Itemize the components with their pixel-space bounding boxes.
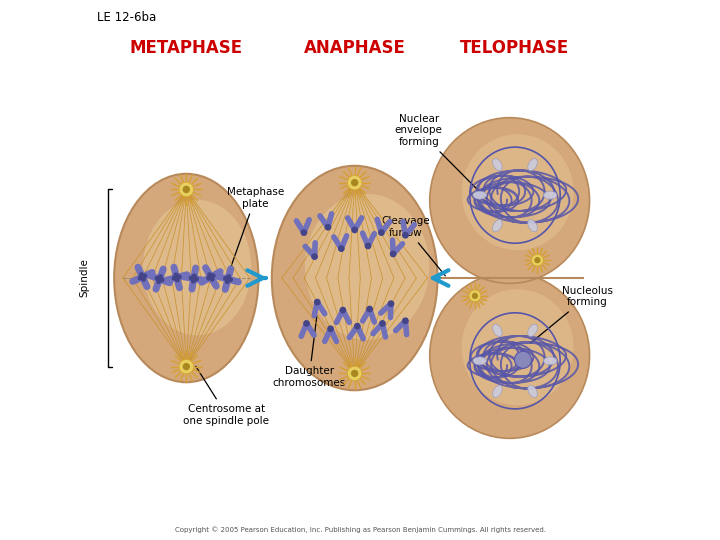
Ellipse shape bbox=[272, 166, 438, 390]
Circle shape bbox=[367, 306, 372, 312]
Circle shape bbox=[347, 176, 362, 190]
Ellipse shape bbox=[143, 200, 251, 335]
Text: METAPHASE: METAPHASE bbox=[130, 39, 243, 57]
Circle shape bbox=[388, 301, 394, 306]
Circle shape bbox=[379, 321, 385, 326]
Circle shape bbox=[355, 323, 360, 329]
Ellipse shape bbox=[305, 194, 429, 340]
Ellipse shape bbox=[528, 220, 537, 232]
Ellipse shape bbox=[114, 174, 258, 382]
Circle shape bbox=[312, 254, 318, 259]
Circle shape bbox=[304, 321, 309, 326]
Circle shape bbox=[328, 326, 333, 332]
Circle shape bbox=[184, 186, 189, 192]
Ellipse shape bbox=[492, 159, 502, 171]
Circle shape bbox=[351, 180, 358, 186]
Circle shape bbox=[338, 246, 344, 251]
Circle shape bbox=[535, 258, 540, 262]
Ellipse shape bbox=[544, 357, 557, 365]
Text: Cleavage
furrow: Cleavage furrow bbox=[381, 217, 446, 276]
Ellipse shape bbox=[462, 134, 574, 250]
Text: Nucleolus
forming: Nucleolus forming bbox=[531, 286, 613, 343]
Text: Daughter
chromosomes: Daughter chromosomes bbox=[273, 315, 346, 388]
Ellipse shape bbox=[430, 118, 590, 284]
Circle shape bbox=[301, 230, 307, 235]
Circle shape bbox=[390, 251, 396, 256]
Circle shape bbox=[179, 359, 194, 374]
Ellipse shape bbox=[473, 357, 487, 365]
Text: Metaphase
plate: Metaphase plate bbox=[227, 187, 284, 278]
Text: ANAPHASE: ANAPHASE bbox=[304, 39, 405, 57]
Circle shape bbox=[402, 233, 408, 238]
Ellipse shape bbox=[473, 191, 487, 199]
Circle shape bbox=[325, 225, 330, 230]
Circle shape bbox=[352, 227, 357, 233]
Circle shape bbox=[379, 230, 384, 235]
Text: Spindle: Spindle bbox=[80, 259, 90, 298]
Text: Copyright © 2005 Pearson Education, Inc. Publishing as Pearson Benjamin Cummings: Copyright © 2005 Pearson Education, Inc.… bbox=[174, 526, 546, 533]
Circle shape bbox=[472, 293, 477, 298]
Circle shape bbox=[341, 307, 346, 313]
Circle shape bbox=[515, 351, 531, 368]
Circle shape bbox=[531, 254, 544, 266]
Ellipse shape bbox=[492, 220, 502, 232]
Circle shape bbox=[347, 366, 362, 381]
Circle shape bbox=[365, 244, 371, 248]
Text: TELOPHASE: TELOPHASE bbox=[460, 39, 570, 57]
Circle shape bbox=[402, 318, 408, 323]
Circle shape bbox=[351, 370, 358, 376]
Text: Nuclear
envelope
forming: Nuclear envelope forming bbox=[395, 114, 486, 199]
Circle shape bbox=[179, 182, 194, 197]
Text: Centrosome at
one spindle pole: Centrosome at one spindle pole bbox=[184, 366, 269, 426]
Ellipse shape bbox=[528, 159, 537, 171]
Ellipse shape bbox=[462, 289, 574, 405]
Circle shape bbox=[184, 363, 189, 369]
Ellipse shape bbox=[492, 324, 502, 336]
Circle shape bbox=[469, 290, 481, 302]
Ellipse shape bbox=[492, 385, 502, 397]
Text: LE 12-6ba: LE 12-6ba bbox=[97, 11, 156, 24]
Ellipse shape bbox=[528, 324, 537, 336]
Circle shape bbox=[315, 299, 320, 305]
Ellipse shape bbox=[528, 385, 537, 397]
Ellipse shape bbox=[430, 273, 590, 438]
Ellipse shape bbox=[544, 191, 557, 199]
